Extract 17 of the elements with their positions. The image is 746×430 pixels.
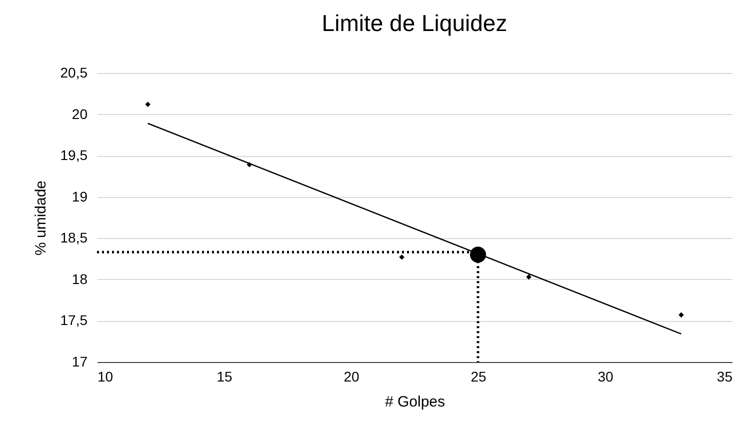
y-tick-label: 19,5: [60, 147, 88, 164]
y-axis-title: % umidade: [32, 180, 50, 256]
y-tick-label: 20: [72, 106, 88, 122]
y-tick-label: 20,5: [60, 64, 88, 80]
x-tick-label: 30: [598, 368, 614, 384]
y-tick-label: 18: [72, 270, 88, 287]
x-tick-label: 15: [216, 368, 232, 384]
x-axis-title: # Golpes: [384, 394, 446, 410]
y-tick-label: 17,5: [60, 312, 88, 328]
x-tick-label: 35: [716, 368, 733, 384]
x-tick-label: 25: [470, 368, 486, 384]
y-tick-label: 17: [72, 354, 88, 370]
x-tick-label: 10: [98, 368, 114, 384]
y-tick-label: 18,5: [60, 230, 88, 246]
x-tick-label: 20: [344, 368, 360, 384]
chart-title: Limite de Liquidez: [322, 10, 508, 36]
y-tick-label: 19: [72, 188, 88, 204]
